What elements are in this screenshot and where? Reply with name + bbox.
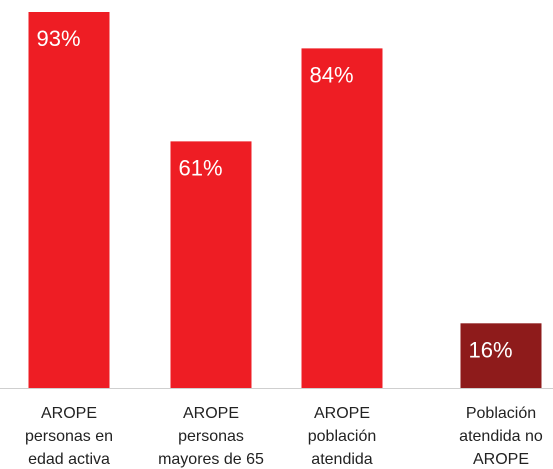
x-tick-label: AROPE población atendida bbox=[308, 405, 377, 468]
bar bbox=[460, 323, 542, 388]
x-tick-label: AROPE personas en edad activa bbox=[25, 405, 113, 468]
bar bbox=[170, 141, 252, 388]
x-tick-label: Población atendida no AROPE bbox=[459, 405, 543, 468]
x-tick-label: AROPE personas mayores de 65 bbox=[158, 405, 264, 468]
bar bbox=[301, 48, 383, 389]
bar bbox=[28, 12, 110, 388]
value-label: 61% bbox=[179, 155, 223, 180]
value-label: 84% bbox=[310, 62, 354, 87]
value-label: 16% bbox=[469, 337, 513, 362]
value-label: 93% bbox=[37, 26, 81, 51]
